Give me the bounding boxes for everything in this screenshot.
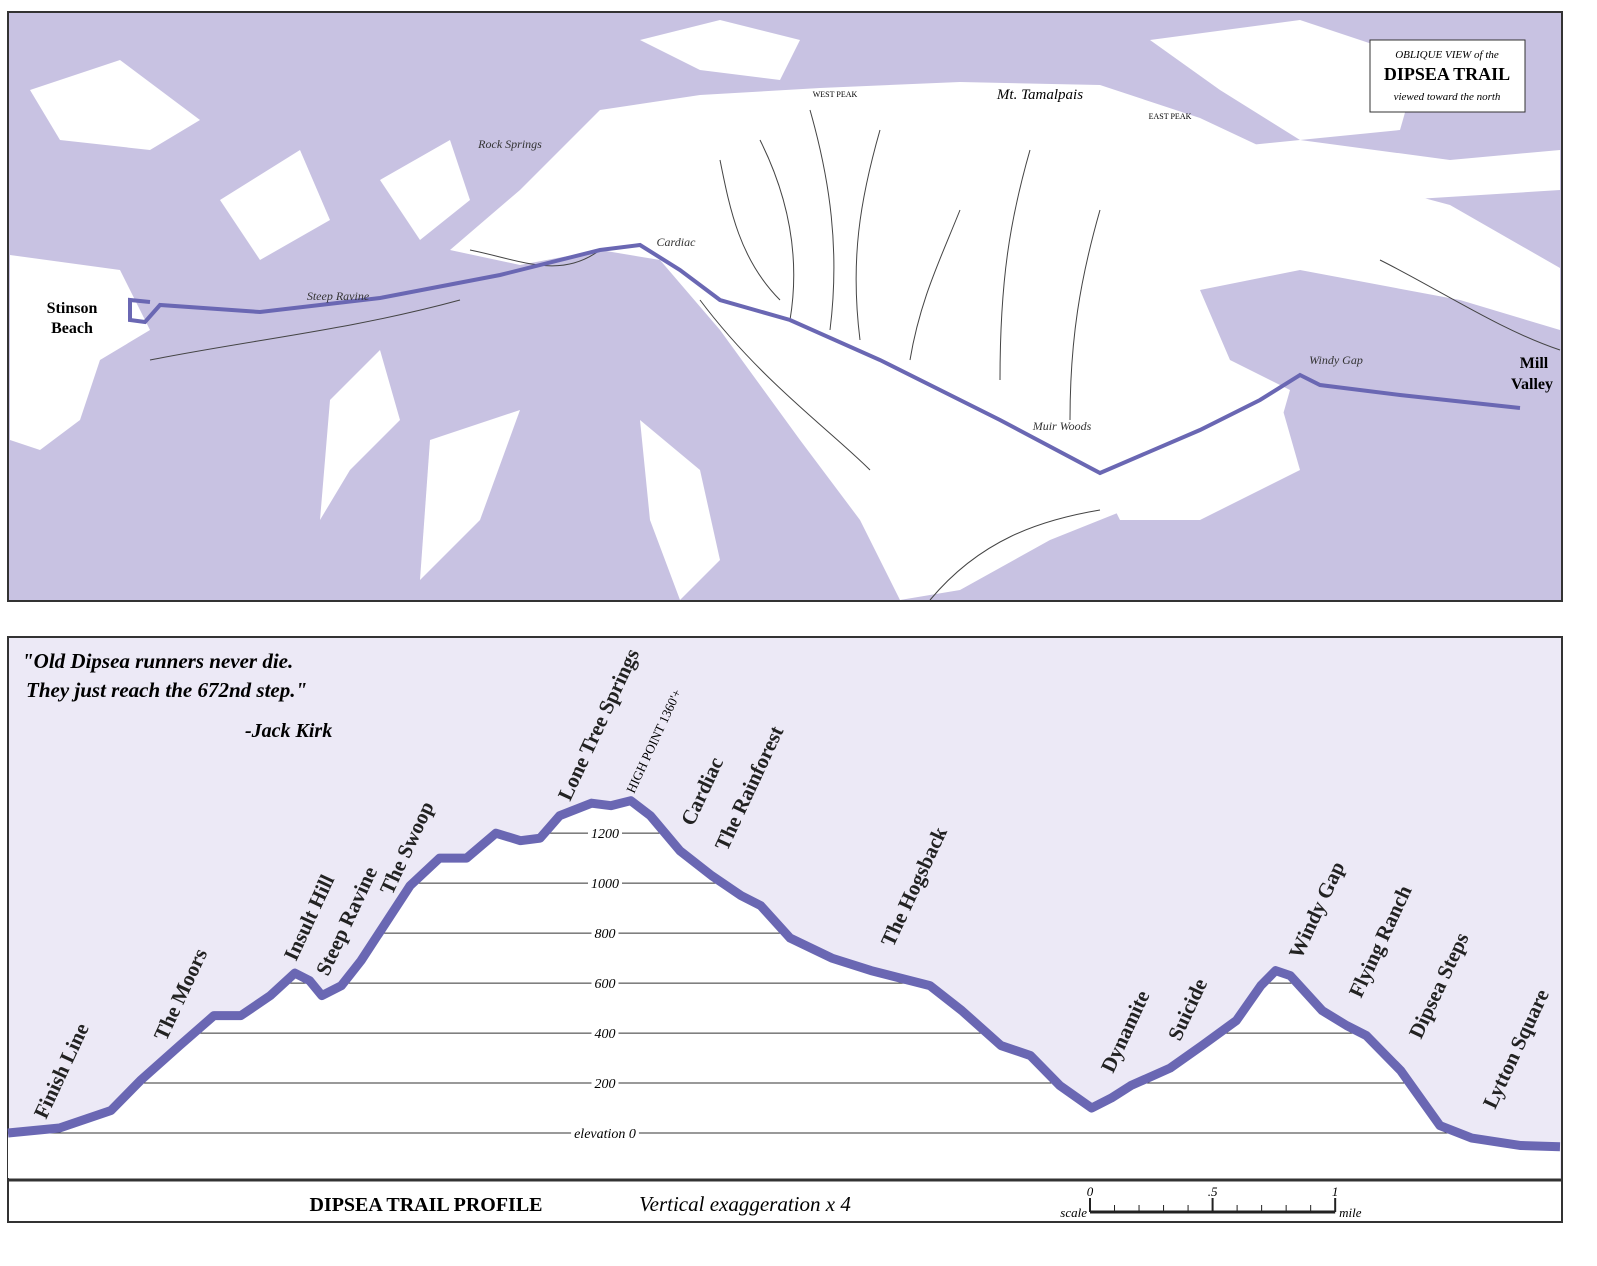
- terrain: [1150, 20, 1420, 140]
- terrain: [30, 60, 200, 150]
- quote: They just reach the 672nd step.": [26, 678, 307, 702]
- tick-label-bg: [591, 927, 619, 943]
- profile-ground: [8, 800, 1560, 1178]
- profile-line: [7, 796, 1561, 1152]
- streams: [149, 109, 1561, 601]
- place-label: Beach: [51, 320, 93, 337]
- tick-label-bg: [588, 877, 622, 893]
- place-label: EAST PEAK: [1149, 112, 1192, 121]
- terrain: [640, 20, 800, 80]
- terrain: [1200, 140, 1560, 200]
- chart-subtitle: Vertical exaggeration x 4: [639, 1192, 851, 1216]
- legend-line: OBLIQUE VIEW of the: [1395, 49, 1499, 61]
- quote: "Old Dipsea runners never die.: [22, 649, 293, 673]
- y-tick-label: 400: [595, 1027, 616, 1042]
- place-label: WEST PEAK: [813, 90, 858, 99]
- trail: [128, 242, 1521, 476]
- legend-title: DIPSEA TRAIL: [1384, 64, 1510, 84]
- terrain: [1100, 400, 1300, 520]
- chart-title: DIPSEA TRAIL PROFILE: [309, 1194, 542, 1216]
- terrain: [380, 140, 470, 240]
- y-tick-label: 800: [595, 927, 616, 942]
- terrain: [320, 350, 400, 520]
- y-tick-label: elevation 0: [574, 1127, 636, 1142]
- y-tick-label: 200: [595, 1077, 616, 1092]
- terrain: [420, 410, 520, 580]
- tick-label-bg: [591, 1027, 619, 1043]
- scale-unit: mile: [1339, 1205, 1362, 1220]
- tick-label-bg: [571, 1127, 639, 1143]
- map: OBLIQUE VIEW of the DIPSEA TRAIL viewed …: [7, 11, 1563, 602]
- place-label: Rock Springs: [477, 137, 542, 151]
- legend-box: [1369, 39, 1526, 113]
- y-tick-label: 1200: [591, 827, 619, 842]
- scale-tick-label: 1: [1332, 1184, 1339, 1199]
- terrain: [640, 420, 720, 600]
- scale-tick-label: .5: [1208, 1184, 1218, 1199]
- tick-label-bg: [588, 827, 622, 843]
- place-label: Windy Gap: [1309, 353, 1363, 367]
- place-label: Stinson: [47, 300, 98, 317]
- place-label: Valley: [1511, 376, 1553, 393]
- place-label: Mill: [1520, 355, 1549, 372]
- quote-author: -Jack Kirk: [245, 720, 332, 742]
- scale-label: scale: [1060, 1205, 1087, 1220]
- terrain: [220, 150, 330, 260]
- place-label: Steep Ravine: [307, 289, 370, 303]
- tick-label-bg: [591, 1077, 619, 1093]
- legend-line: viewed toward the north: [1394, 91, 1501, 103]
- terrain: [450, 82, 1560, 600]
- place-label: Mt. Tamalpais: [996, 87, 1083, 103]
- scale-tick-label: 0: [1087, 1184, 1094, 1199]
- y-tick-label: 600: [595, 977, 616, 992]
- place-label: Cardiac: [657, 235, 697, 249]
- y-tick-label: 1000: [591, 877, 619, 892]
- tick-label-bg: [591, 977, 619, 993]
- terrain: [10, 255, 150, 450]
- place-label: Muir Woods: [1032, 419, 1092, 433]
